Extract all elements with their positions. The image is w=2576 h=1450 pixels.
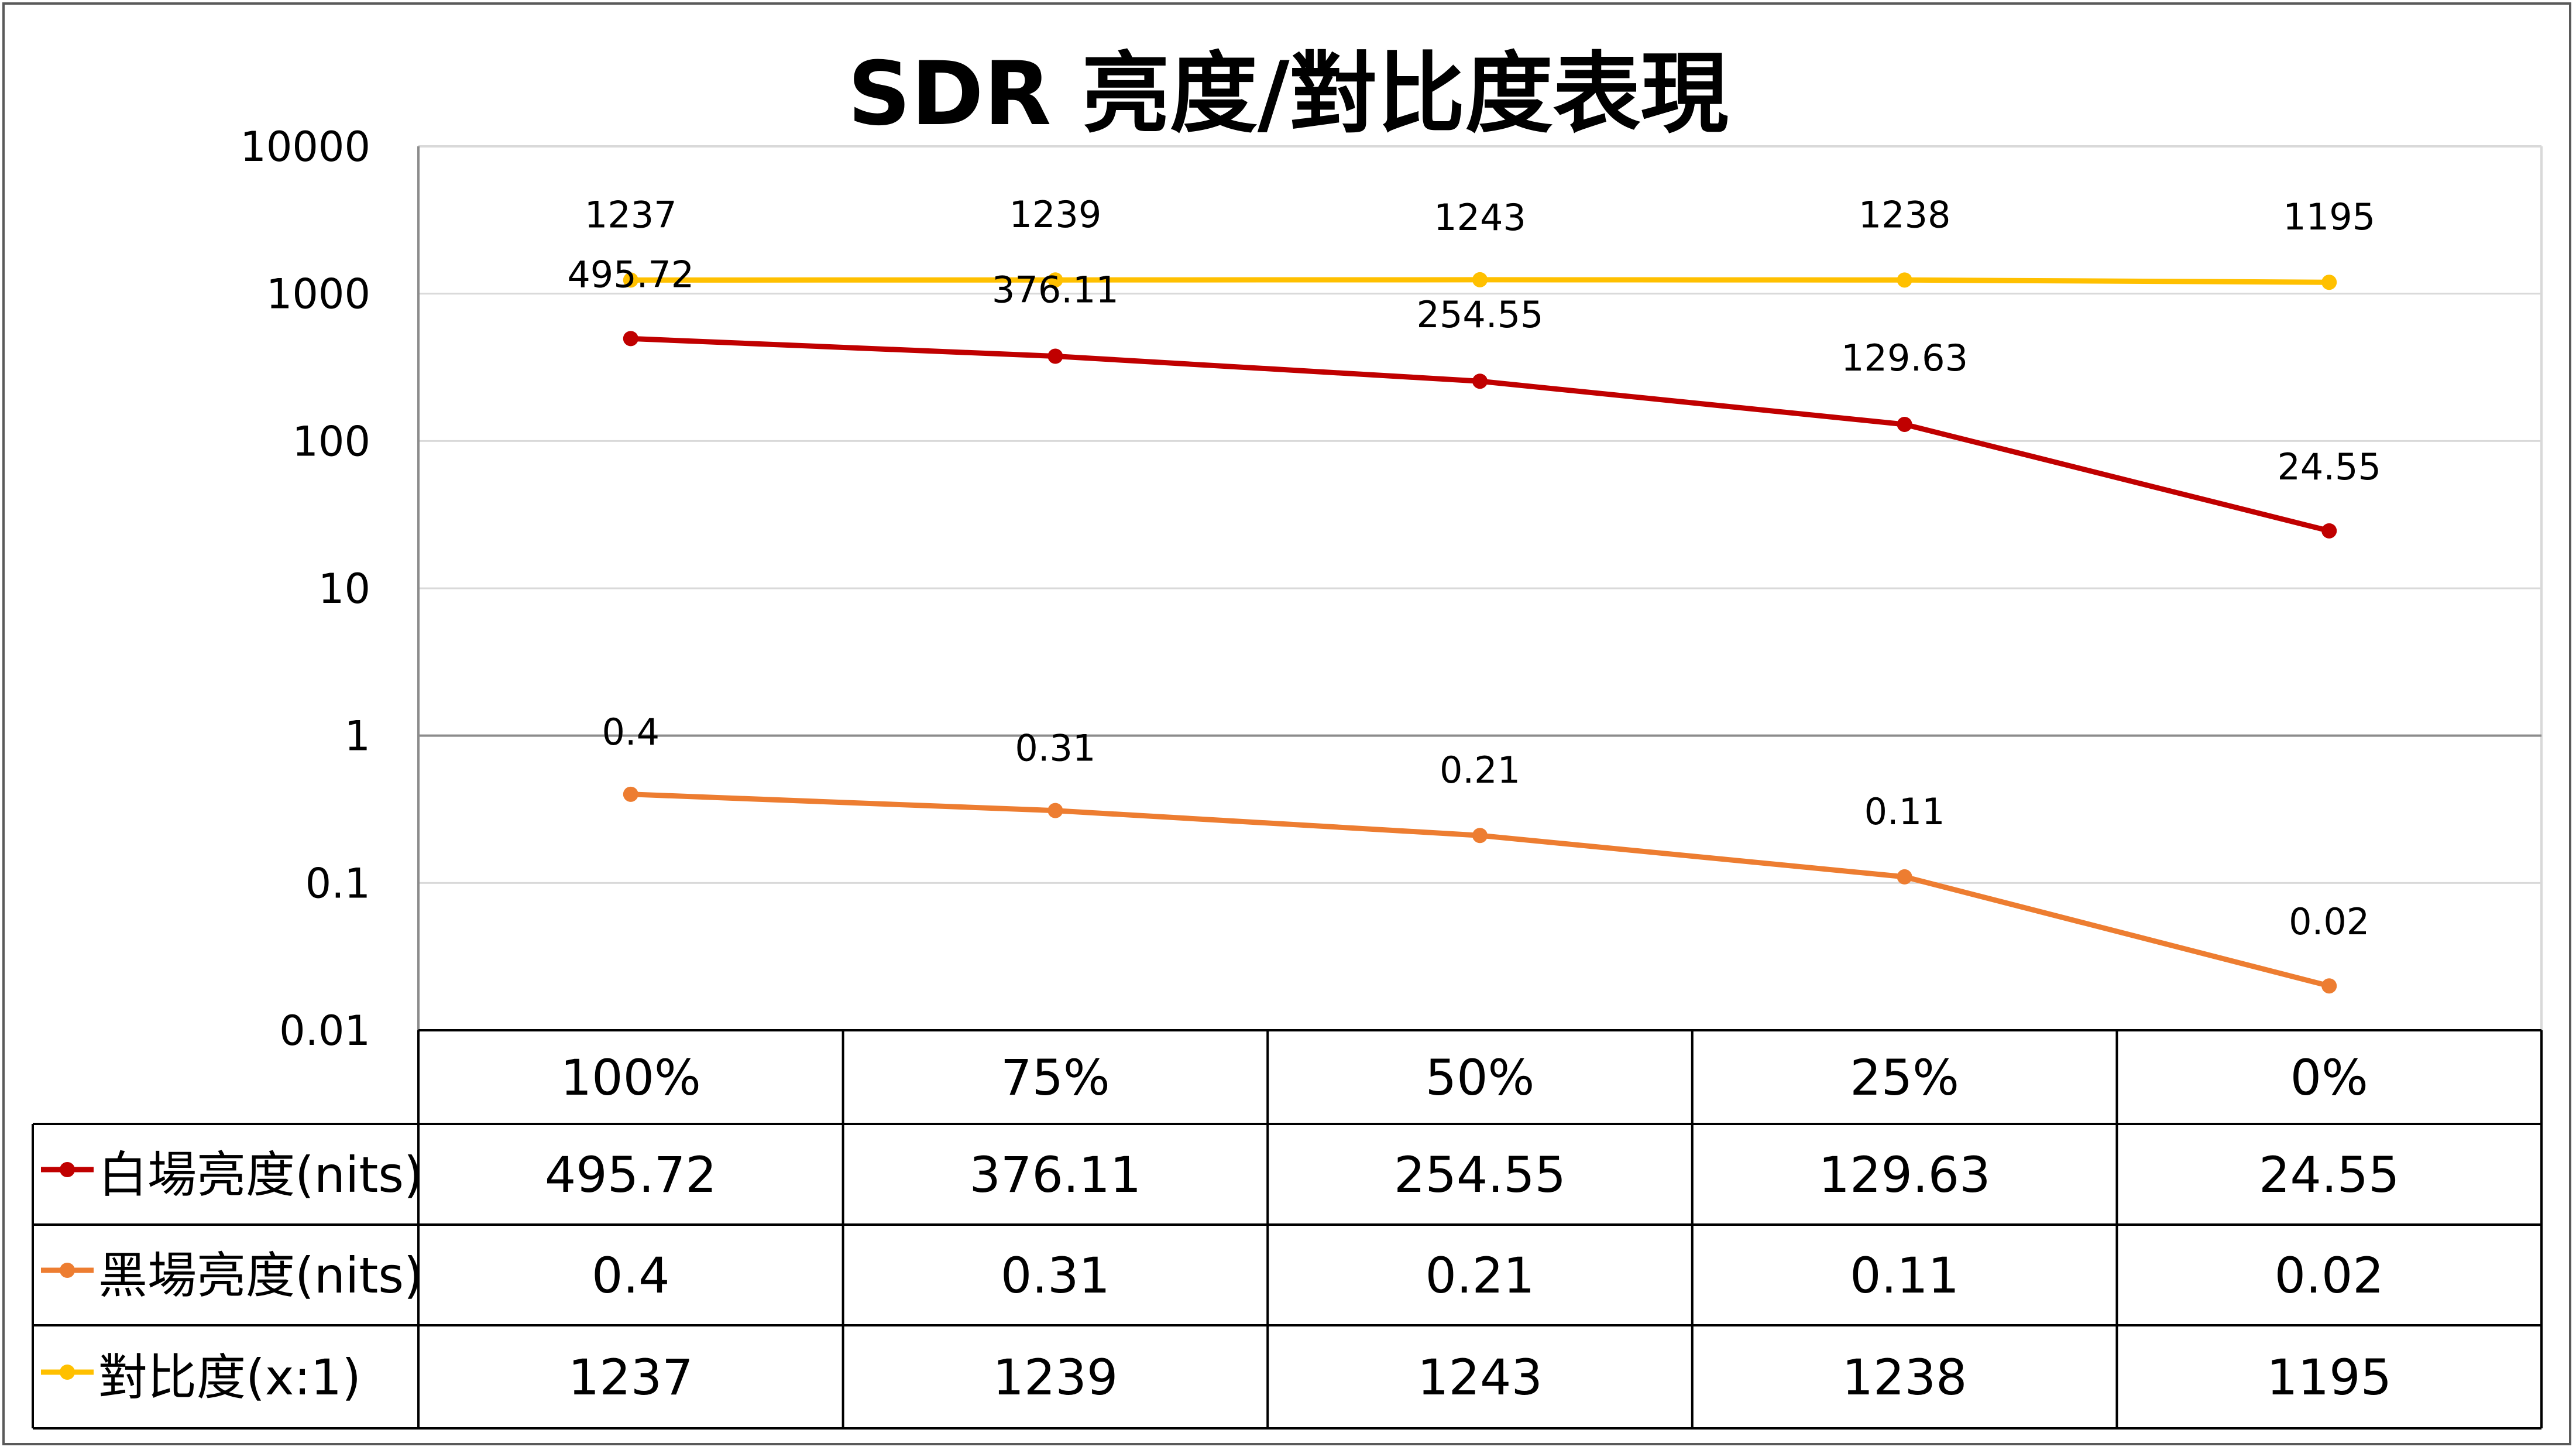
table-cell-value: 1243: [1417, 1349, 1543, 1406]
series-marker: [2321, 275, 2337, 290]
category-label: 25%: [1850, 1049, 1959, 1106]
data-label: 1195: [2283, 196, 2375, 238]
legend-series-name: 白場亮度(nits): [98, 1146, 423, 1204]
table-cell-value: 0.21: [1425, 1247, 1534, 1304]
data-label: 0.21: [1440, 749, 1520, 791]
legend-series-name: 對比度(x:1): [98, 1349, 361, 1406]
category-label: 100%: [561, 1049, 701, 1106]
y-tick-label: 1000: [266, 270, 370, 318]
y-tick-label: 10000: [240, 123, 370, 171]
table-cell-value: 24.55: [2259, 1146, 2399, 1204]
data-label: 0.02: [2289, 900, 2369, 943]
table-cell-value: 0.4: [592, 1247, 670, 1304]
legend-key-marker: [60, 1162, 75, 1177]
chart-title: SDR 亮度/對比度表現: [847, 43, 1728, 145]
series-marker: [623, 272, 638, 288]
legend-key-marker: [60, 1263, 75, 1278]
table-cell-value: 0.02: [2275, 1247, 2384, 1304]
series-marker: [1047, 348, 1063, 364]
table-cell-value: 129.63: [1819, 1146, 1991, 1204]
y-tick-label: 1: [344, 712, 370, 760]
table-cell-value: 1239: [993, 1349, 1118, 1406]
data-label: 1243: [1434, 196, 1526, 239]
series-marker: [623, 331, 638, 347]
y-tick-label: 10: [318, 565, 370, 613]
table-cell-value: 376.11: [969, 1146, 1141, 1204]
legend-key-marker: [60, 1365, 75, 1380]
series-line: [630, 335, 2330, 534]
y-tick-label: 100: [292, 417, 370, 465]
data-label: 1238: [1859, 193, 1951, 236]
table-cell-value: 0.31: [1001, 1247, 1110, 1304]
series-marker: [2321, 523, 2337, 539]
series-marker: [1472, 272, 1488, 287]
data-label: 376.11: [992, 269, 1119, 311]
category-label: 50%: [1426, 1049, 1535, 1106]
table-cell-value: 254.55: [1394, 1146, 1566, 1204]
data-label: 495.72: [567, 253, 694, 296]
series-marker: [1472, 373, 1488, 389]
series-marker: [2321, 978, 2337, 994]
table-cell-value: 0.11: [1850, 1247, 1959, 1304]
series-marker: [1472, 828, 1488, 844]
series-line: [630, 791, 2330, 989]
data-label: 0.11: [1864, 790, 1945, 833]
table-cell-value: 1237: [568, 1349, 693, 1406]
series-marker: [1047, 803, 1063, 818]
series-marker: [1897, 869, 1912, 885]
table-cell-value: 1238: [1842, 1349, 1967, 1406]
data-label: 1237: [585, 193, 677, 236]
series-marker: [1047, 272, 1063, 288]
series-marker: [623, 786, 638, 802]
category-label: 0%: [2290, 1049, 2368, 1106]
data-label: 0.4: [602, 711, 660, 753]
data-label: 254.55: [1417, 293, 1544, 336]
category-label: 75%: [1001, 1049, 1110, 1106]
data-label: 24.55: [2277, 445, 2381, 488]
data-label: 1239: [1009, 193, 1102, 236]
legend-series-name: 黑場亮度(nits): [98, 1247, 423, 1304]
y-tick-label: 0.01: [279, 1007, 370, 1055]
data-label: 0.31: [1015, 727, 1095, 770]
data-label: 129.63: [1841, 337, 1968, 379]
series-marker: [1897, 416, 1912, 432]
y-tick-label: 0.1: [305, 859, 370, 907]
table-cell-value: 1195: [2266, 1349, 2392, 1406]
table-cell-value: 495.72: [545, 1146, 717, 1204]
series-marker: [1897, 272, 1912, 288]
